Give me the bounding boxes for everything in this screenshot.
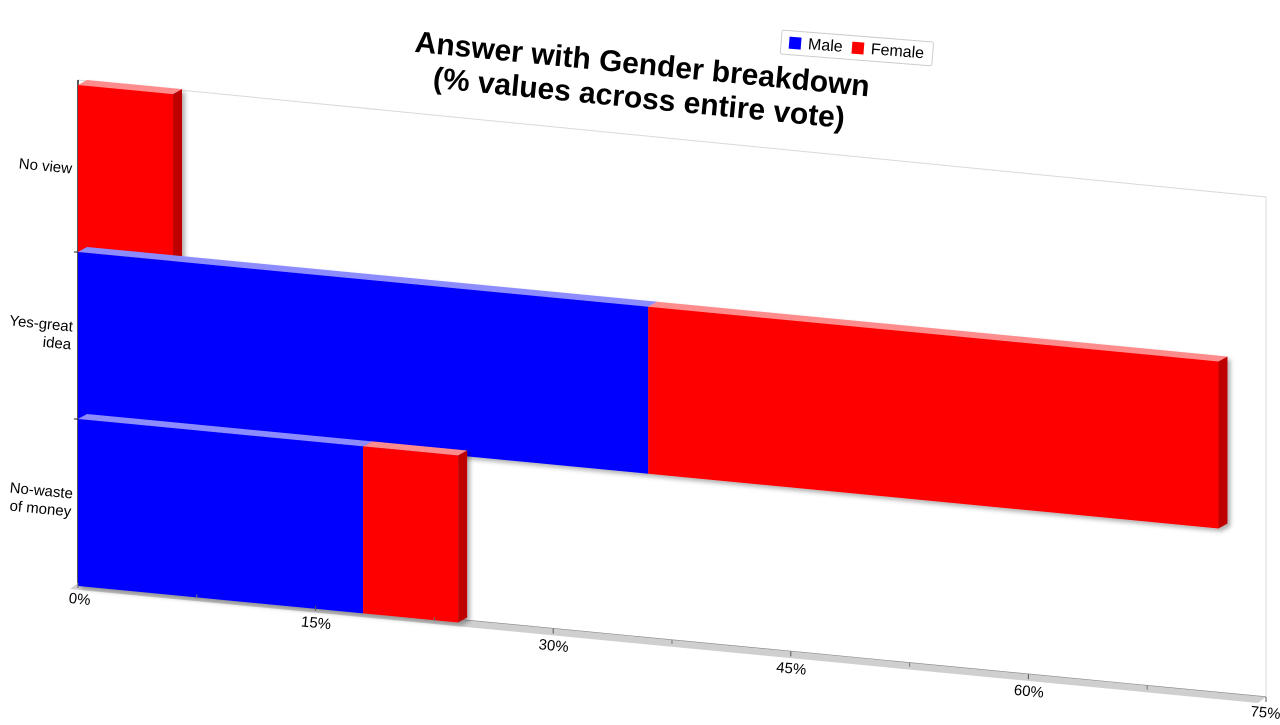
bar-top-1-1 [648, 301, 1228, 362]
legend-label-female: Female [870, 41, 925, 62]
legend-swatch-female [851, 41, 865, 55]
legend-swatch-male [788, 36, 802, 50]
bar-group-1 [78, 247, 1228, 529]
x-tick-label-0: 0% [68, 590, 91, 609]
bar-group-0 [78, 80, 183, 262]
bar-2-0 [78, 419, 364, 614]
bar-top-2-0 [78, 414, 373, 447]
bar-side-2-1 [458, 450, 468, 623]
bar-1-1 [648, 306, 1219, 529]
bar-side-0-1 [173, 89, 183, 262]
bar-2-1 [363, 446, 459, 623]
category-label-2: No-wasteof money [7, 480, 74, 521]
x-tick-label-4: 60% [1013, 682, 1045, 702]
bar-0-1 [78, 85, 174, 262]
category-label-1: Yes-greatidea [7, 312, 75, 353]
x-tick-label-1: 15% [300, 613, 332, 633]
bar-top-0-1 [78, 80, 183, 95]
ticks-layer: 0% 15% 30% 45% 60% 75% [68, 251, 1280, 723]
category-labels: No view Yes-greatidea No-wasteof money [7, 155, 75, 521]
x-tick-label-5: 75% [1250, 703, 1280, 720]
category-label-0: No view [18, 155, 73, 177]
bar-group-2 [78, 414, 468, 623]
bar-1-0 [78, 252, 649, 474]
legend-label-male: Male [807, 36, 843, 56]
x-tick-label-2: 30% [538, 636, 570, 656]
legend: Male Female [779, 29, 934, 67]
bar-top-1-0 [78, 247, 658, 307]
bars-layer [78, 80, 1228, 623]
x-tick-label-3: 45% [775, 659, 807, 679]
bar-top-2-1 [363, 441, 468, 456]
bar-side-1-1 [1218, 356, 1228, 529]
